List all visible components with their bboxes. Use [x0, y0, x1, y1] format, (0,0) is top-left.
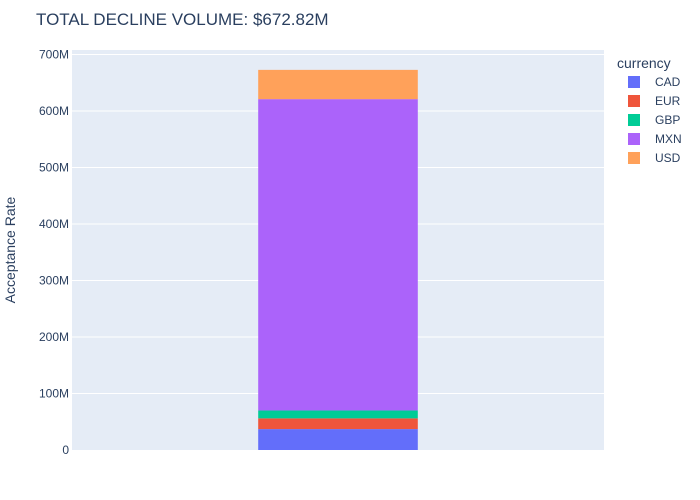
legend-label: MXN [655, 132, 682, 146]
legend-label: USD [655, 151, 681, 165]
y-tick-label: 0 [62, 443, 69, 457]
legend[interactable]: CAD EUR GBP MXN USD [628, 75, 682, 165]
legend-item-mxn[interactable]: MXN [628, 132, 682, 146]
y-axis-title: Acceptance Rate [2, 196, 18, 303]
legend-swatch [628, 152, 640, 164]
legend-swatch [628, 114, 640, 126]
bars [258, 69, 418, 450]
legend-title: currency [617, 55, 671, 71]
legend-swatch [628, 95, 640, 107]
bar-segment-cad[interactable] [258, 429, 418, 450]
legend-item-usd[interactable]: USD [628, 151, 681, 165]
legend-swatch [628, 133, 640, 145]
legend-label: EUR [655, 94, 681, 108]
legend-swatch [628, 76, 640, 88]
bar-segment-gbp[interactable] [258, 410, 418, 419]
y-tick-label: 200M [39, 330, 69, 344]
bar-segment-mxn[interactable] [258, 99, 418, 411]
y-tick-label: 300M [39, 274, 69, 288]
legend-item-gbp[interactable]: GBP [628, 113, 680, 127]
y-tick-label: 500M [39, 161, 69, 175]
chart-title: TOTAL DECLINE VOLUME: $672.82M [36, 10, 329, 29]
y-axis-ticks: 0 100M 200M 300M 400M 500M 600M 700M [39, 48, 69, 457]
legend-label: CAD [655, 75, 681, 89]
y-tick-label: 600M [39, 104, 69, 118]
y-tick-label: 100M [39, 387, 69, 401]
legend-item-eur[interactable]: EUR [628, 94, 681, 108]
bar-segment-eur[interactable] [258, 418, 418, 430]
legend-item-cad[interactable]: CAD [628, 75, 681, 89]
bar-segment-usd[interactable] [258, 69, 418, 100]
y-tick-label: 400M [39, 217, 69, 231]
y-tick-label: 700M [39, 48, 69, 62]
legend-label: GBP [655, 113, 680, 127]
